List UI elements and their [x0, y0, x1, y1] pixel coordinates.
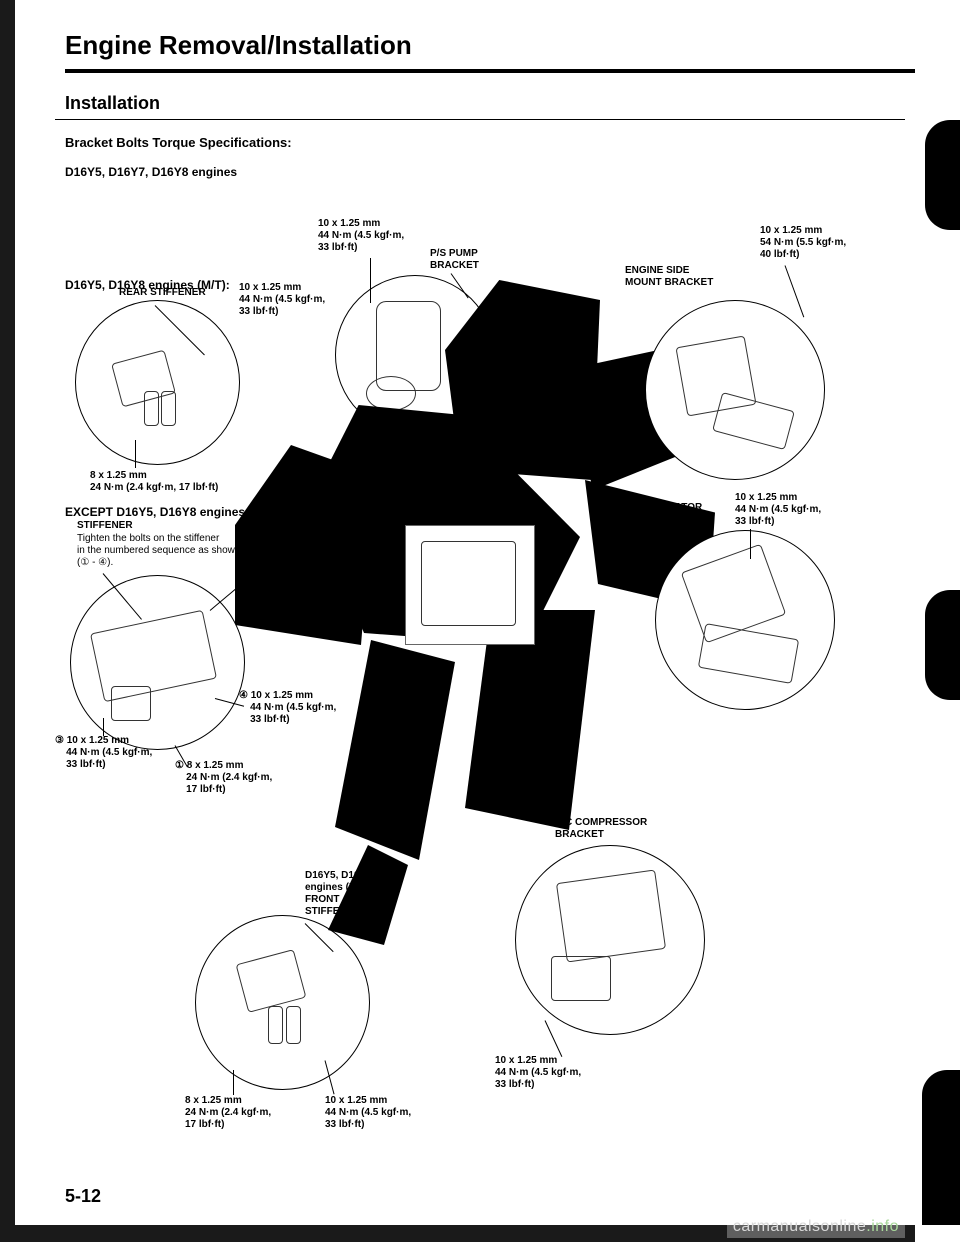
- t: in the numbered sequence as shown: [77, 545, 240, 556]
- t: Tighten the bolts on the stiffener: [77, 533, 219, 544]
- lead: [103, 718, 104, 736]
- spec-heading: Bracket Bolts Torque Specifications:: [65, 135, 895, 150]
- t: 8 x 1.25 mm: [187, 760, 244, 771]
- stiffener-label: STIFFENER: [77, 520, 133, 532]
- lead: [785, 265, 805, 317]
- alt-bracket-label: ALTERNATOR BRACKET: [635, 502, 702, 526]
- t: 24 N·m (2.4 kgf·m, 17 lbf·ft): [90, 482, 218, 493]
- manual-page: Engine Removal/Installation Installation…: [15, 0, 915, 1225]
- watermark: carmanualsonline.info: [727, 1216, 905, 1238]
- except-mt: EXCEPT D16Y5, D16Y8 engines (M/T):: [65, 505, 281, 519]
- t: 44 N·m (4.5 kgf·m,: [325, 1107, 411, 1118]
- torque-label: 10 x 1.25 mm 54 N·m (5.5 kgf·m, 40 lbf·f…: [760, 225, 846, 261]
- t: 44 N·m (4.5 kgf·m,: [735, 504, 821, 515]
- torque-label: 10 x 1.25 mm 44 N·m (4.5 kgf·m, 33 lbf·f…: [318, 218, 404, 254]
- t: 10 x 1.25 mm: [760, 225, 822, 236]
- torque-label: 10 x 1.25 mm 44 N·m (4.5 kgf·m, 33 lbf·f…: [495, 1055, 581, 1091]
- engine-center-detail: [405, 525, 535, 645]
- lead: [750, 529, 751, 559]
- lead: [370, 258, 371, 303]
- t: 10 x 1.25 mm: [318, 218, 380, 229]
- eng-mount-label: ENGINE SIDE MOUNT BRACKET: [625, 265, 713, 289]
- lead: [135, 440, 136, 468]
- lead: [233, 1070, 234, 1095]
- torque-label: ④ 10 x 1.25 mm 44 N·m (4.5 kgf·m, 33 lbf…: [239, 690, 336, 726]
- t: 17 lbf·ft): [185, 1119, 224, 1130]
- t: 24 N·m (2.4 kgf·m,: [186, 772, 272, 783]
- t: FRONT: [305, 894, 339, 905]
- num-2: ②: [239, 570, 248, 581]
- t: 10 x 1.25 mm: [67, 735, 129, 746]
- tab-marker: [922, 1070, 960, 1225]
- t: 10 x 1.25 mm: [239, 282, 301, 293]
- torque-label: 8 x 1.25 mm 24 N·m (2.4 kgf·m, 17 lbf·ft…: [90, 470, 218, 494]
- t: 10 x 1.25 mm: [325, 1095, 387, 1106]
- black-connector: [335, 640, 455, 860]
- num-3: ③: [55, 735, 64, 746]
- t: 33 lbf·ft): [495, 1079, 534, 1090]
- engines-all: D16Y5, D16Y7, D16Y8 engines: [65, 165, 895, 179]
- front-stiffener-diagram: [195, 915, 370, 1090]
- ps-pump-label: P/S PUMP BRACKET: [430, 248, 479, 272]
- t: 8 x 1.25 mm: [251, 570, 308, 581]
- t: 40 lbf·ft): [760, 249, 799, 260]
- tab-marker: [925, 120, 960, 230]
- lead: [545, 1020, 563, 1057]
- t: 8 x 1.25 mm: [90, 470, 147, 481]
- torque-label: 10 x 1.25 mm 44 N·m (4.5 kgf·m, 33 lbf·f…: [325, 1095, 411, 1131]
- sub-title: Installation: [55, 93, 905, 120]
- page-number: 5-12: [65, 1186, 101, 1207]
- num-1: ①: [175, 760, 184, 771]
- t: 24 N·m (2.4 kgf·m,: [185, 1107, 271, 1118]
- t: BRACKET: [555, 829, 604, 840]
- t: 44 N·m (4.5 kgf·m,: [250, 702, 336, 713]
- t: 10 x 1.25 mm: [251, 690, 313, 701]
- stiff-note: Tighten the bolts on the stiffener in th…: [77, 533, 240, 569]
- t: 17 lbf·ft): [186, 784, 225, 795]
- wm1: carmanualsonline: [733, 1218, 866, 1235]
- t: 54 N·m (5.5 kgf·m,: [760, 237, 846, 248]
- torque-label: 10 x 1.25 mm 44 N·m (4.5 kgf·m, 33 lbf·f…: [239, 282, 325, 318]
- t: 17 lbf·ft): [250, 594, 289, 605]
- t: 44 N·m (4.5 kgf·m,: [239, 294, 325, 305]
- torque-label: ③ 10 x 1.25 mm 44 N·m (4.5 kgf·m, 33 lbf…: [55, 735, 152, 771]
- t: 10 x 1.25 mm: [495, 1055, 557, 1066]
- t: 44 N·m (4.5 kgf·m,: [318, 230, 404, 241]
- torque-label: 10 x 1.25 mm 44 N·m (4.5 kgf·m, 33 lbf·f…: [735, 492, 821, 528]
- t: 10 x 1.25 mm: [735, 492, 797, 503]
- rear-stiff: REAR STIFFENER: [119, 287, 206, 299]
- t: BRACKET: [635, 514, 684, 525]
- rear-stiffener-diagram: [75, 300, 240, 465]
- torque-label: ② 8 x 1.25 mm 24 N·m (2.4 kgf·m, 17 lbf·…: [239, 570, 336, 606]
- wm2: .info: [866, 1218, 899, 1235]
- torque-label: ① 8 x 1.25 mm 24 N·m (2.4 kgf·m, 17 lbf·…: [175, 760, 272, 796]
- t: A/C COMPRESSOR: [555, 817, 647, 828]
- t: 33 lbf·ft): [239, 306, 278, 317]
- ac-compressor-diagram: [515, 845, 705, 1035]
- t: 44 N·m (4.5 kgf·m,: [495, 1067, 581, 1078]
- t: MOUNT BRACKET: [625, 277, 713, 288]
- t: 33 lbf·ft): [66, 759, 105, 770]
- t: 24 N·m (2.4 kgf·m,: [250, 582, 336, 593]
- t: 33 lbf·ft): [318, 242, 357, 253]
- t: 33 lbf·ft): [735, 516, 774, 527]
- t: BRACKET: [430, 260, 479, 271]
- black-connector: [235, 445, 375, 645]
- engine-mount-diagram: [645, 300, 825, 480]
- main-title: Engine Removal/Installation: [65, 30, 915, 73]
- t: 44 N·m (4.5 kgf·m,: [66, 747, 152, 758]
- num-4: ④: [239, 690, 248, 701]
- t: (① - ④).: [77, 557, 113, 568]
- t: P/S PUMP: [430, 248, 478, 259]
- t: 8 x 1.25 mm: [185, 1095, 242, 1106]
- alternator-diagram: [655, 530, 835, 710]
- t: ENGINE SIDE: [625, 265, 689, 276]
- t: 33 lbf·ft): [250, 714, 289, 725]
- t: ALTERNATOR: [635, 502, 702, 513]
- tab-marker: [925, 590, 960, 700]
- ac-bracket-label: A/C COMPRESSOR BRACKET: [555, 817, 647, 841]
- t: 33 lbf·ft): [325, 1119, 364, 1130]
- torque-label: 8 x 1.25 mm 24 N·m (2.4 kgf·m, 17 lbf·ft…: [185, 1095, 271, 1131]
